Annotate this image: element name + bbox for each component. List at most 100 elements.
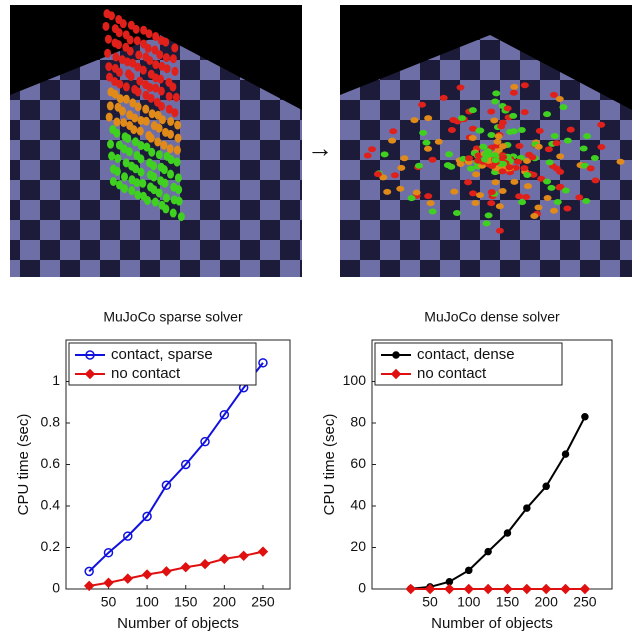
sphere [145, 29, 152, 38]
sphere [529, 154, 537, 160]
sphere [157, 75, 164, 84]
y-tick-label: 1 [52, 372, 60, 388]
sphere [174, 121, 181, 130]
figure: → MuJoCo sparse solverNumber of objectsC… [0, 0, 632, 635]
y-tick-label: 80 [350, 414, 366, 430]
x-tick-label: 150 [496, 594, 520, 610]
sphere [456, 85, 464, 91]
sphere [152, 60, 159, 69]
sphere [521, 82, 529, 88]
chart-title: MuJoCo dense solver [424, 309, 560, 325]
sphere [123, 95, 130, 104]
sphere [415, 163, 423, 169]
sphere [163, 53, 170, 62]
sphere [444, 162, 452, 168]
sphere [497, 123, 505, 129]
marker [503, 585, 512, 594]
sphere [543, 178, 551, 184]
sphere [506, 129, 514, 135]
sphere [170, 209, 177, 218]
sphere [133, 25, 140, 34]
sphere [178, 212, 185, 221]
sphere [518, 127, 526, 133]
sphere [522, 194, 530, 200]
sphere [170, 54, 177, 63]
marker [258, 547, 267, 556]
marker [543, 483, 549, 489]
sphere [138, 168, 145, 177]
marker [580, 585, 589, 594]
sphere [422, 140, 430, 146]
sphere [120, 118, 127, 127]
sphere [498, 168, 506, 174]
sphere [104, 49, 111, 58]
sphere [567, 127, 575, 133]
sphere [161, 179, 168, 188]
sphere [119, 107, 126, 116]
sphere [167, 144, 174, 153]
sphere [156, 124, 163, 133]
sphere [400, 155, 408, 161]
sphere [483, 220, 491, 226]
sphere [469, 135, 477, 141]
sphere [150, 173, 157, 182]
sphere [521, 109, 529, 115]
sphere [556, 153, 564, 159]
sphere [487, 109, 495, 115]
sphere [158, 87, 165, 96]
sphere [161, 165, 168, 174]
sphere [364, 152, 372, 158]
sphere [106, 113, 113, 122]
sphere [117, 94, 124, 103]
marker [522, 585, 531, 594]
x-tick-label: 200 [213, 594, 237, 610]
x-tick-label: 100 [135, 594, 159, 610]
sphere [135, 102, 142, 111]
marker [104, 578, 113, 587]
sphere [133, 178, 140, 187]
sphere [113, 129, 120, 138]
sphere [114, 167, 121, 176]
chart-title: MuJoCo sparse solver [103, 309, 243, 325]
legend-label: contact, sparse [111, 346, 213, 363]
sphere [496, 203, 504, 209]
sphere [429, 208, 437, 214]
sphere [169, 82, 176, 91]
x-tick-label: 200 [535, 594, 559, 610]
sphere [168, 155, 175, 164]
sphere [450, 189, 458, 195]
sphere [175, 134, 182, 143]
sphere [492, 157, 500, 163]
sphere [506, 164, 514, 170]
sphere [582, 198, 590, 204]
sphere [175, 185, 182, 194]
sphere [524, 183, 532, 189]
sphere [490, 117, 498, 123]
sphere [160, 141, 167, 150]
sphere [424, 115, 432, 121]
render-after [340, 5, 632, 277]
sphere [410, 117, 418, 123]
sphere [408, 195, 416, 201]
sphere [564, 138, 572, 144]
sphere [396, 186, 404, 192]
sphere [457, 161, 465, 167]
x-axis-label: Number of objects [117, 615, 239, 632]
sphere [105, 35, 112, 44]
sphere [535, 144, 543, 150]
sphere [580, 145, 588, 151]
sphere [510, 90, 518, 96]
sphere [142, 105, 149, 114]
sphere [137, 154, 144, 163]
sphere [135, 50, 142, 59]
y-tick-label: 0.6 [41, 455, 61, 471]
sphere [413, 190, 421, 196]
line [89, 552, 263, 586]
sphere [171, 43, 178, 52]
sphere [495, 133, 503, 139]
sphere [597, 122, 605, 128]
sphere [156, 150, 163, 159]
sphere [135, 88, 142, 97]
y-tick-label: 60 [350, 455, 366, 471]
sphere [171, 108, 178, 117]
